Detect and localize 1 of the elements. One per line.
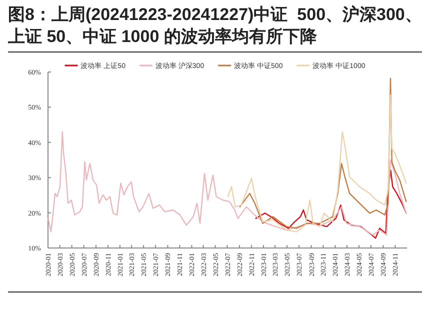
title: 图8：上周(20241223-20241227)中证 500、沪深300、上证 50、中证 1000 的波动率均有所下降 — [8, 5, 422, 46]
